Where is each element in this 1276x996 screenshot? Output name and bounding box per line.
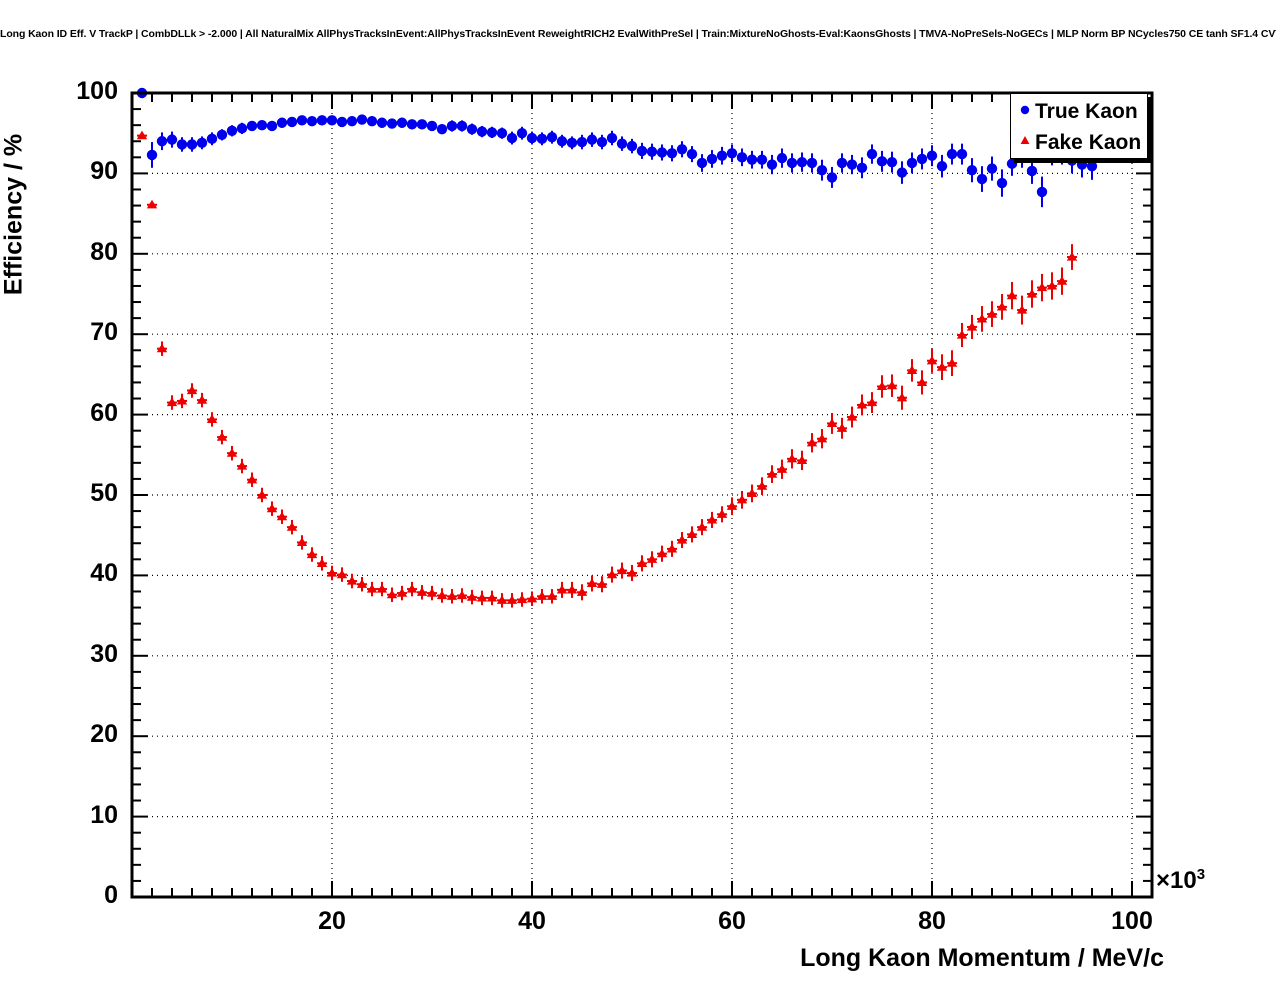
plot-title: Long Kaon ID Eff. V TrackP | CombDLLk > …	[0, 28, 1276, 40]
y-tick-label: 60	[90, 398, 118, 427]
y-tick-label: 20	[90, 720, 118, 749]
x-tick-label: 60	[718, 907, 746, 935]
grid-lines	[132, 92, 1152, 897]
y-tick-label: 80	[90, 237, 118, 266]
data-series-true-kaon	[136, 87, 1098, 208]
x-tick-label: 20	[318, 907, 346, 935]
legend-label: True Kaon	[1035, 100, 1138, 123]
exponent-power: 3	[1196, 866, 1206, 883]
x-tick-label: 100	[1111, 907, 1153, 935]
x-axis-title: Long Kaon Momentum / MeV/c	[800, 944, 1164, 972]
exponent-base: ×10	[1156, 867, 1197, 894]
data-series-fake-kaon	[136, 130, 1078, 608]
y-tick-label: 100	[76, 77, 118, 105]
y-tick-label: 30	[90, 639, 118, 668]
x-tick-label: 40	[518, 907, 546, 935]
triangle-marker-icon	[1015, 132, 1035, 153]
circle-marker-icon	[1015, 101, 1035, 122]
y-tick-label: 40	[90, 559, 118, 588]
legend-label: Fake Kaon	[1035, 131, 1142, 154]
axis-frame	[130, 91, 1154, 899]
y-tick-label: 10	[90, 800, 118, 829]
y-tick-label: 0	[104, 881, 118, 909]
y-tick-label: 70	[90, 318, 118, 347]
x-axis-exponent-label: ×103	[1156, 866, 1205, 895]
legend-entry-fake-kaon: Fake Kaon	[1015, 127, 1147, 158]
y-tick-label: 90	[90, 157, 118, 186]
x-tick-label: 80	[918, 907, 946, 935]
legend-entry-true-kaon: True Kaon	[1015, 96, 1147, 127]
chart-legend: True Kaon Fake Kaon	[1010, 93, 1148, 159]
y-tick-label: 50	[90, 479, 118, 507]
